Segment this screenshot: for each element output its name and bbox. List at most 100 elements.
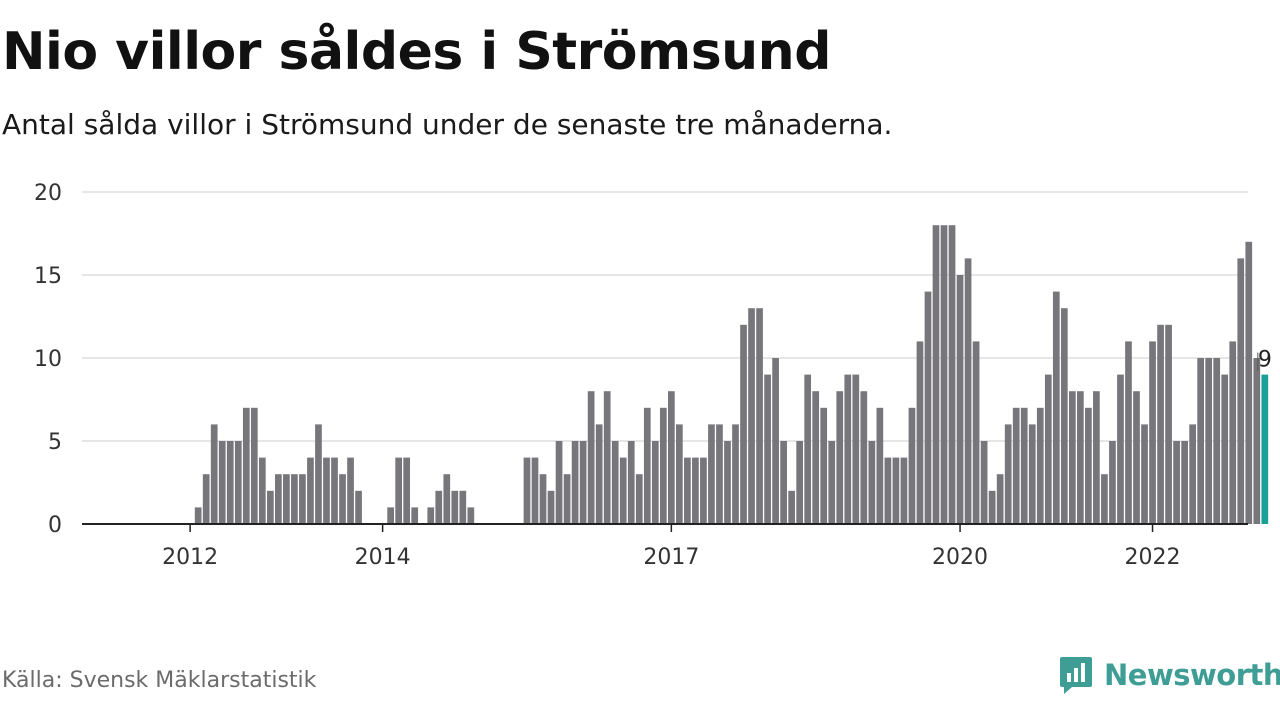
bar [283,474,290,524]
x-tick-label: 2014 [355,545,411,570]
bar [339,474,346,524]
bar [940,225,948,524]
bar [1213,358,1221,524]
bar [796,441,804,524]
source-note: Källa: Svensk Mäklarstatistik [2,668,317,693]
annotation-label: 9 [1258,348,1272,373]
bar [1068,391,1076,524]
bar [226,441,234,524]
bar [1077,391,1084,524]
bar [563,474,571,524]
bars [194,225,1269,525]
bar [1229,341,1237,524]
bar [210,424,218,524]
bar [579,441,587,524]
brand-logo: Newsworthy [1058,652,1280,698]
bar [291,474,298,524]
bar [1157,324,1164,524]
x-tick-label: 2012 [162,545,218,570]
bar [1165,324,1172,524]
bar [435,490,443,524]
bar [627,441,635,524]
bar [659,407,667,524]
bar [804,374,812,524]
bar [1181,441,1188,524]
bar [331,457,338,524]
bar [708,424,715,524]
bar [852,374,860,524]
y-tick-label: 10 [34,347,62,372]
bar [956,275,964,524]
bar-highlighted [1261,374,1269,524]
annotation: 9 [1257,348,1272,373]
bar [716,424,723,524]
bar [1133,391,1140,524]
bar [900,457,908,524]
bar [547,490,555,524]
bar [1004,424,1012,524]
bar [676,424,683,524]
bar [635,474,643,524]
y-axis-ticks: 0 5 10 15 20 [34,181,62,538]
bar [595,424,603,524]
bar [323,457,330,524]
bar [924,291,932,524]
bar [1221,374,1229,524]
bar [234,441,242,524]
bar [1101,474,1108,524]
bar [844,374,852,524]
bar [571,441,579,524]
bar [1060,308,1068,524]
bar [860,391,868,524]
bar [194,507,202,524]
bar [459,490,467,524]
bar [868,441,876,524]
bar [876,407,884,524]
chart-subtitle: Antal sålda villor i Strömsund under de … [2,108,893,141]
x-tick-label: 2022 [1125,545,1181,570]
bar [772,358,779,524]
bar [748,308,755,524]
bar [1036,407,1044,524]
bar [218,441,226,524]
bar [756,308,763,524]
bar [996,474,1004,524]
bar [242,407,250,524]
bar [403,457,411,524]
bar [1109,441,1116,524]
bar [692,457,699,524]
bar [884,457,892,524]
bar [916,341,924,524]
bar [467,507,475,524]
bar [1012,407,1020,524]
bar [411,507,419,524]
bar [451,490,459,524]
bar [539,474,547,524]
bar [1205,358,1213,524]
bar [700,457,707,524]
x-axis-ticks: 2012 2014 2017 2020 2022 [162,524,1181,570]
bar [315,424,322,524]
bar [603,391,611,524]
bar [387,507,394,524]
bar [972,341,980,524]
bar [611,441,619,524]
bar [820,407,828,524]
bar [1020,407,1028,524]
bar [828,441,836,524]
bar [275,474,282,524]
bar [988,490,996,524]
bar [651,441,659,524]
bar [1253,358,1261,524]
x-tick-label: 2017 [643,545,699,570]
bar [980,441,988,524]
bar [1197,358,1205,524]
bar [1173,441,1180,524]
bar [619,457,627,524]
bar [202,474,210,524]
bar [1052,291,1060,524]
bar [684,457,691,524]
bar [299,474,306,524]
bar [732,424,739,524]
